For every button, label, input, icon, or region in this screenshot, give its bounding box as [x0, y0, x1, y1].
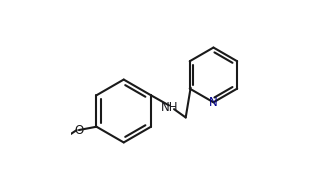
Text: N: N	[209, 96, 218, 109]
Text: NH: NH	[161, 101, 179, 114]
Text: O: O	[74, 124, 83, 137]
